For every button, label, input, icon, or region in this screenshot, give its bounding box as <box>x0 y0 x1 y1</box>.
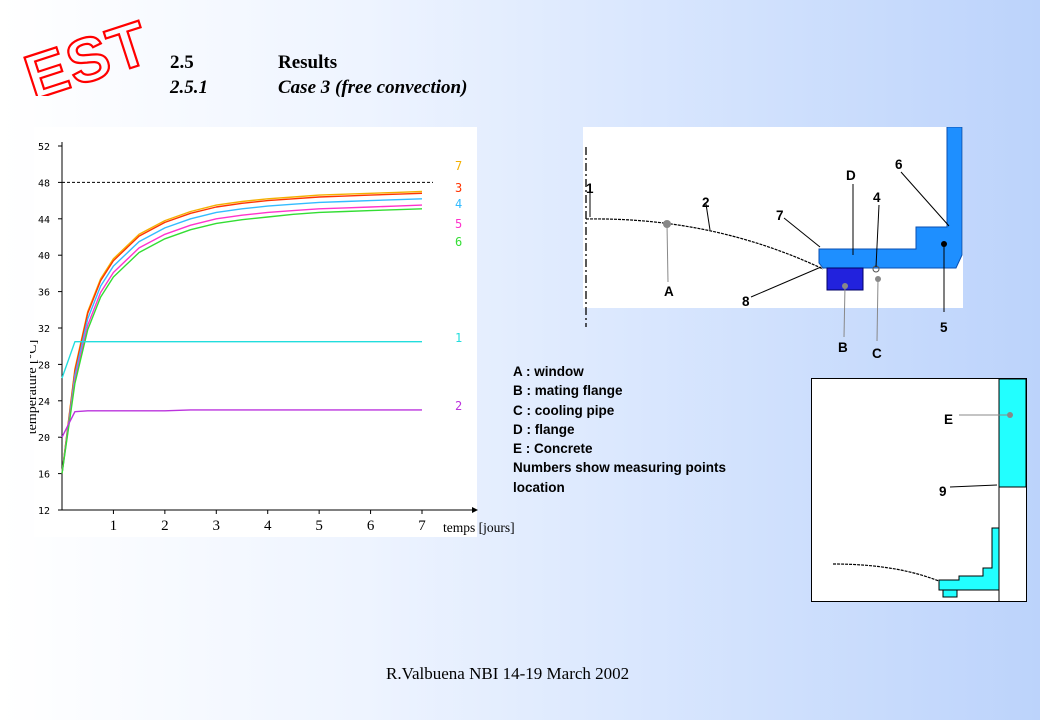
flange-diagram-background <box>583 127 963 308</box>
x-tick-label: 5 <box>315 518 323 534</box>
legend-line-note-cont: location <box>513 479 565 495</box>
legend-line-mating-flange: B : mating flange <box>513 383 623 399</box>
subsection-number: 2.5.1 <box>170 77 208 98</box>
leader-B <box>843 285 846 338</box>
x-tick-label: 3 <box>213 518 221 534</box>
y-tick-label: 16 <box>38 470 50 481</box>
y-tick-label: 44 <box>38 215 50 226</box>
legend-line-cooling-pipe: C : cooling pipe <box>513 402 615 418</box>
flange-diagram: 1 2 7 8 6 4 5 D A B C <box>583 127 963 361</box>
legend-line-window: A : window <box>513 364 584 379</box>
x-tick-label: 6 <box>367 518 375 534</box>
label-C: C <box>872 346 882 361</box>
label-point-4: 4 <box>873 190 881 205</box>
series-label-7: 7 <box>455 159 462 173</box>
leader-C <box>876 278 879 342</box>
series-line-2 <box>61 409 422 438</box>
flange-shape-small <box>938 527 1000 591</box>
leader-6 <box>900 171 950 227</box>
est-logo: EST <box>18 7 148 96</box>
series-line-5 <box>61 204 423 474</box>
y-tick-label: 20 <box>38 433 50 444</box>
legend-line-concrete: E : Concrete <box>513 441 593 457</box>
leader-9 <box>949 484 998 488</box>
leader-8 <box>750 266 822 298</box>
y-axis-label: température [°C] <box>30 340 40 435</box>
series-line-1 <box>61 341 422 379</box>
label-point-5: 5 <box>940 320 948 335</box>
section-number: 2.5 <box>170 52 194 73</box>
label-E: E <box>944 412 953 427</box>
footer: R.Valbuena NBI 14-19 March 2002 <box>386 664 630 683</box>
label-point-7: 7 <box>776 208 784 223</box>
subsection-title: Case 3 (free convection) <box>278 77 468 98</box>
series-label-6: 6 <box>455 235 462 249</box>
y-tick-label: 40 <box>38 251 50 262</box>
chart-background <box>34 127 477 537</box>
leader-2 <box>705 203 711 231</box>
series-label-3: 3 <box>455 181 462 195</box>
label-D: D <box>846 168 856 183</box>
y-tick-label: 24 <box>38 397 50 408</box>
series-line-6 <box>61 208 423 474</box>
window-curve-small <box>832 563 947 585</box>
legend: A : window B : mating flange C : cooling… <box>513 362 793 497</box>
mating-flange-small <box>942 589 958 598</box>
y-tick-label: 52 <box>38 142 50 153</box>
label-point-8: 8 <box>742 294 750 309</box>
legend-line-note: Numbers show measuring points <box>513 460 727 476</box>
series-label-1: 1 <box>455 331 462 345</box>
y-tick-label: 28 <box>38 360 50 371</box>
label-point-9: 9 <box>939 484 947 499</box>
leader-A <box>666 223 669 283</box>
x-tick-label: 2 <box>161 518 169 534</box>
x-tick-label: 1 <box>110 518 118 534</box>
y-tick-label: 32 <box>38 324 50 335</box>
series-label-5: 5 <box>455 217 462 231</box>
y-tick-label: 36 <box>38 288 50 299</box>
leader-7 <box>783 217 821 248</box>
x-axis-label: temps [jours] <box>443 520 515 535</box>
section-title: Results <box>278 52 338 73</box>
label-A: A <box>664 284 674 299</box>
label-point-2: 2 <box>702 195 710 210</box>
series-label-2: 2 <box>455 399 462 413</box>
label-point-1: 1 <box>586 181 594 196</box>
label-point-6: 6 <box>895 157 903 172</box>
window-curve <box>585 218 824 270</box>
y-tick-label: 12 <box>38 506 50 517</box>
x-tick-label: 7 <box>418 518 426 534</box>
concrete-block <box>998 378 1027 488</box>
x-axis-arrow <box>472 507 478 513</box>
legend-line-flange: D : flange <box>513 421 575 437</box>
leader-4 <box>875 204 880 268</box>
flange-shape <box>818 127 963 269</box>
label-B: B <box>838 340 848 355</box>
x-tick-label: 4 <box>264 518 272 534</box>
series-line-3 <box>61 192 423 474</box>
concrete-diagram: E 9 <box>811 378 1027 602</box>
series-line-4 <box>61 198 423 474</box>
series-label-4: 4 <box>455 197 462 211</box>
point-E-marker <box>1007 412 1013 418</box>
y-tick-label: 48 <box>38 178 50 189</box>
